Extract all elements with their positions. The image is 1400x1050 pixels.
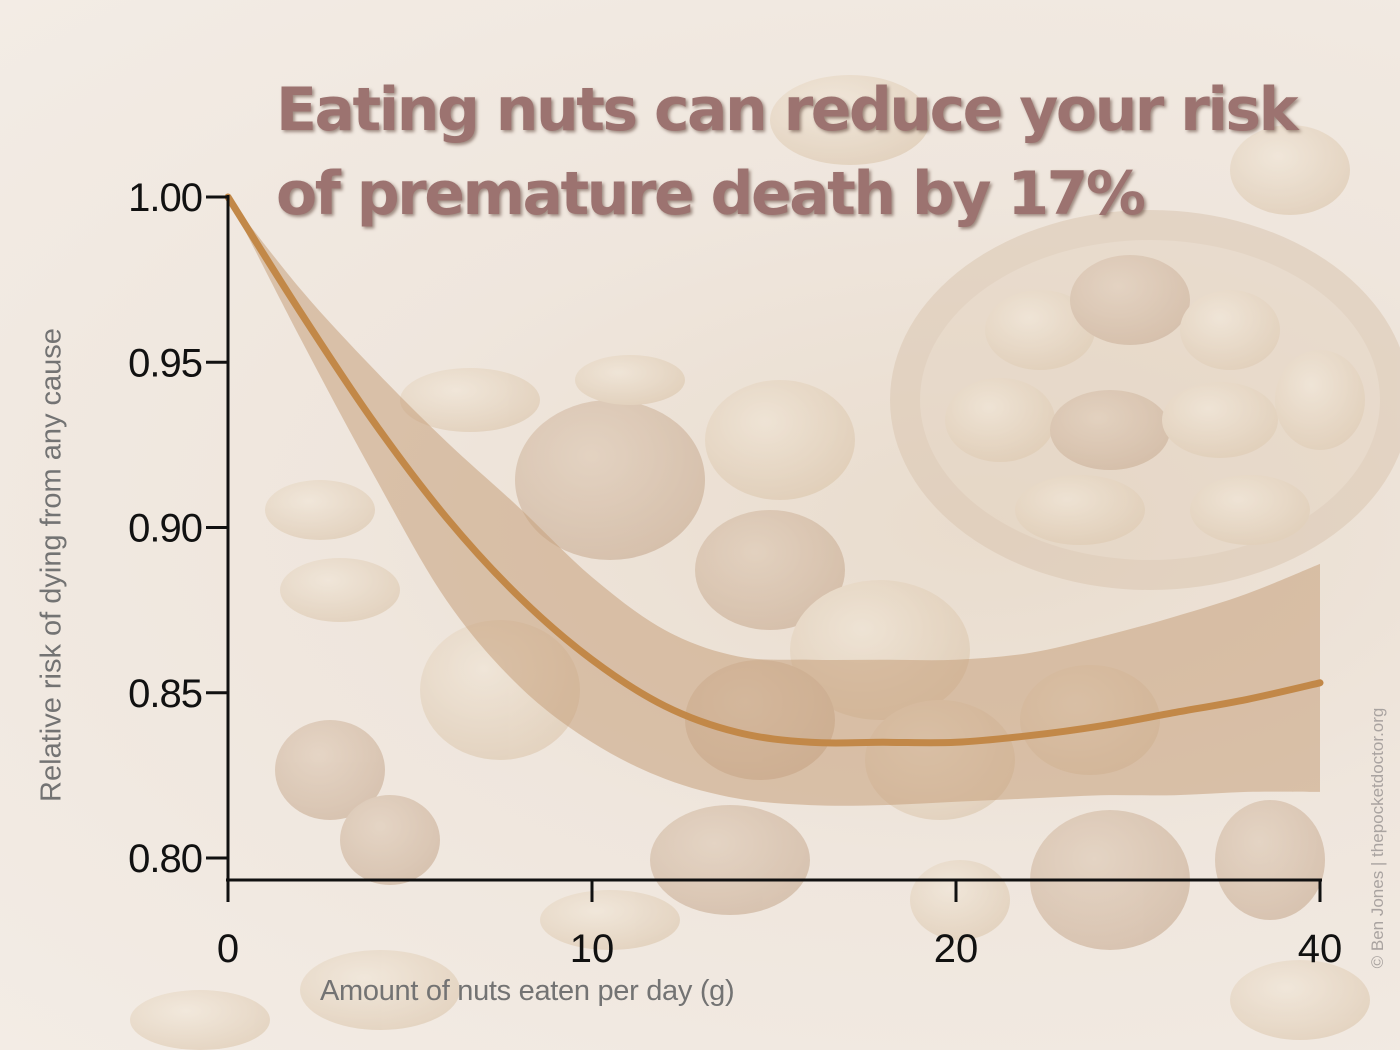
y-tick-label: 0.85 <box>128 672 202 716</box>
x-tick-label: 40 <box>1298 927 1343 971</box>
x-axis-ticks: 0 10 20 40 <box>217 880 1342 971</box>
chart-title: Eating nuts can reduce your risk of prem… <box>276 75 1299 229</box>
y-tick-label: 1.00 <box>128 176 202 220</box>
risk-curve-line <box>224 193 1324 747</box>
x-tick-label: 0 <box>217 927 239 971</box>
x-axis-label: Amount of nuts eaten per day (g) <box>320 975 735 1007</box>
y-tick-label: 0.95 <box>128 341 202 385</box>
y-tick-label: 0.90 <box>128 507 202 551</box>
confidence-band <box>228 197 1320 806</box>
x-tick-label: 10 <box>570 927 615 971</box>
credit-text: © Ben Jones | thepocketdoctor.org <box>1368 707 1387 969</box>
y-axis-ticks: 0.80 0.85 0.90 0.95 1.00 <box>128 176 228 881</box>
x-tick-label: 20 <box>934 927 979 971</box>
y-axis-label: Relative risk of dying from any cause <box>35 328 68 802</box>
y-tick-label: 0.80 <box>128 837 202 881</box>
